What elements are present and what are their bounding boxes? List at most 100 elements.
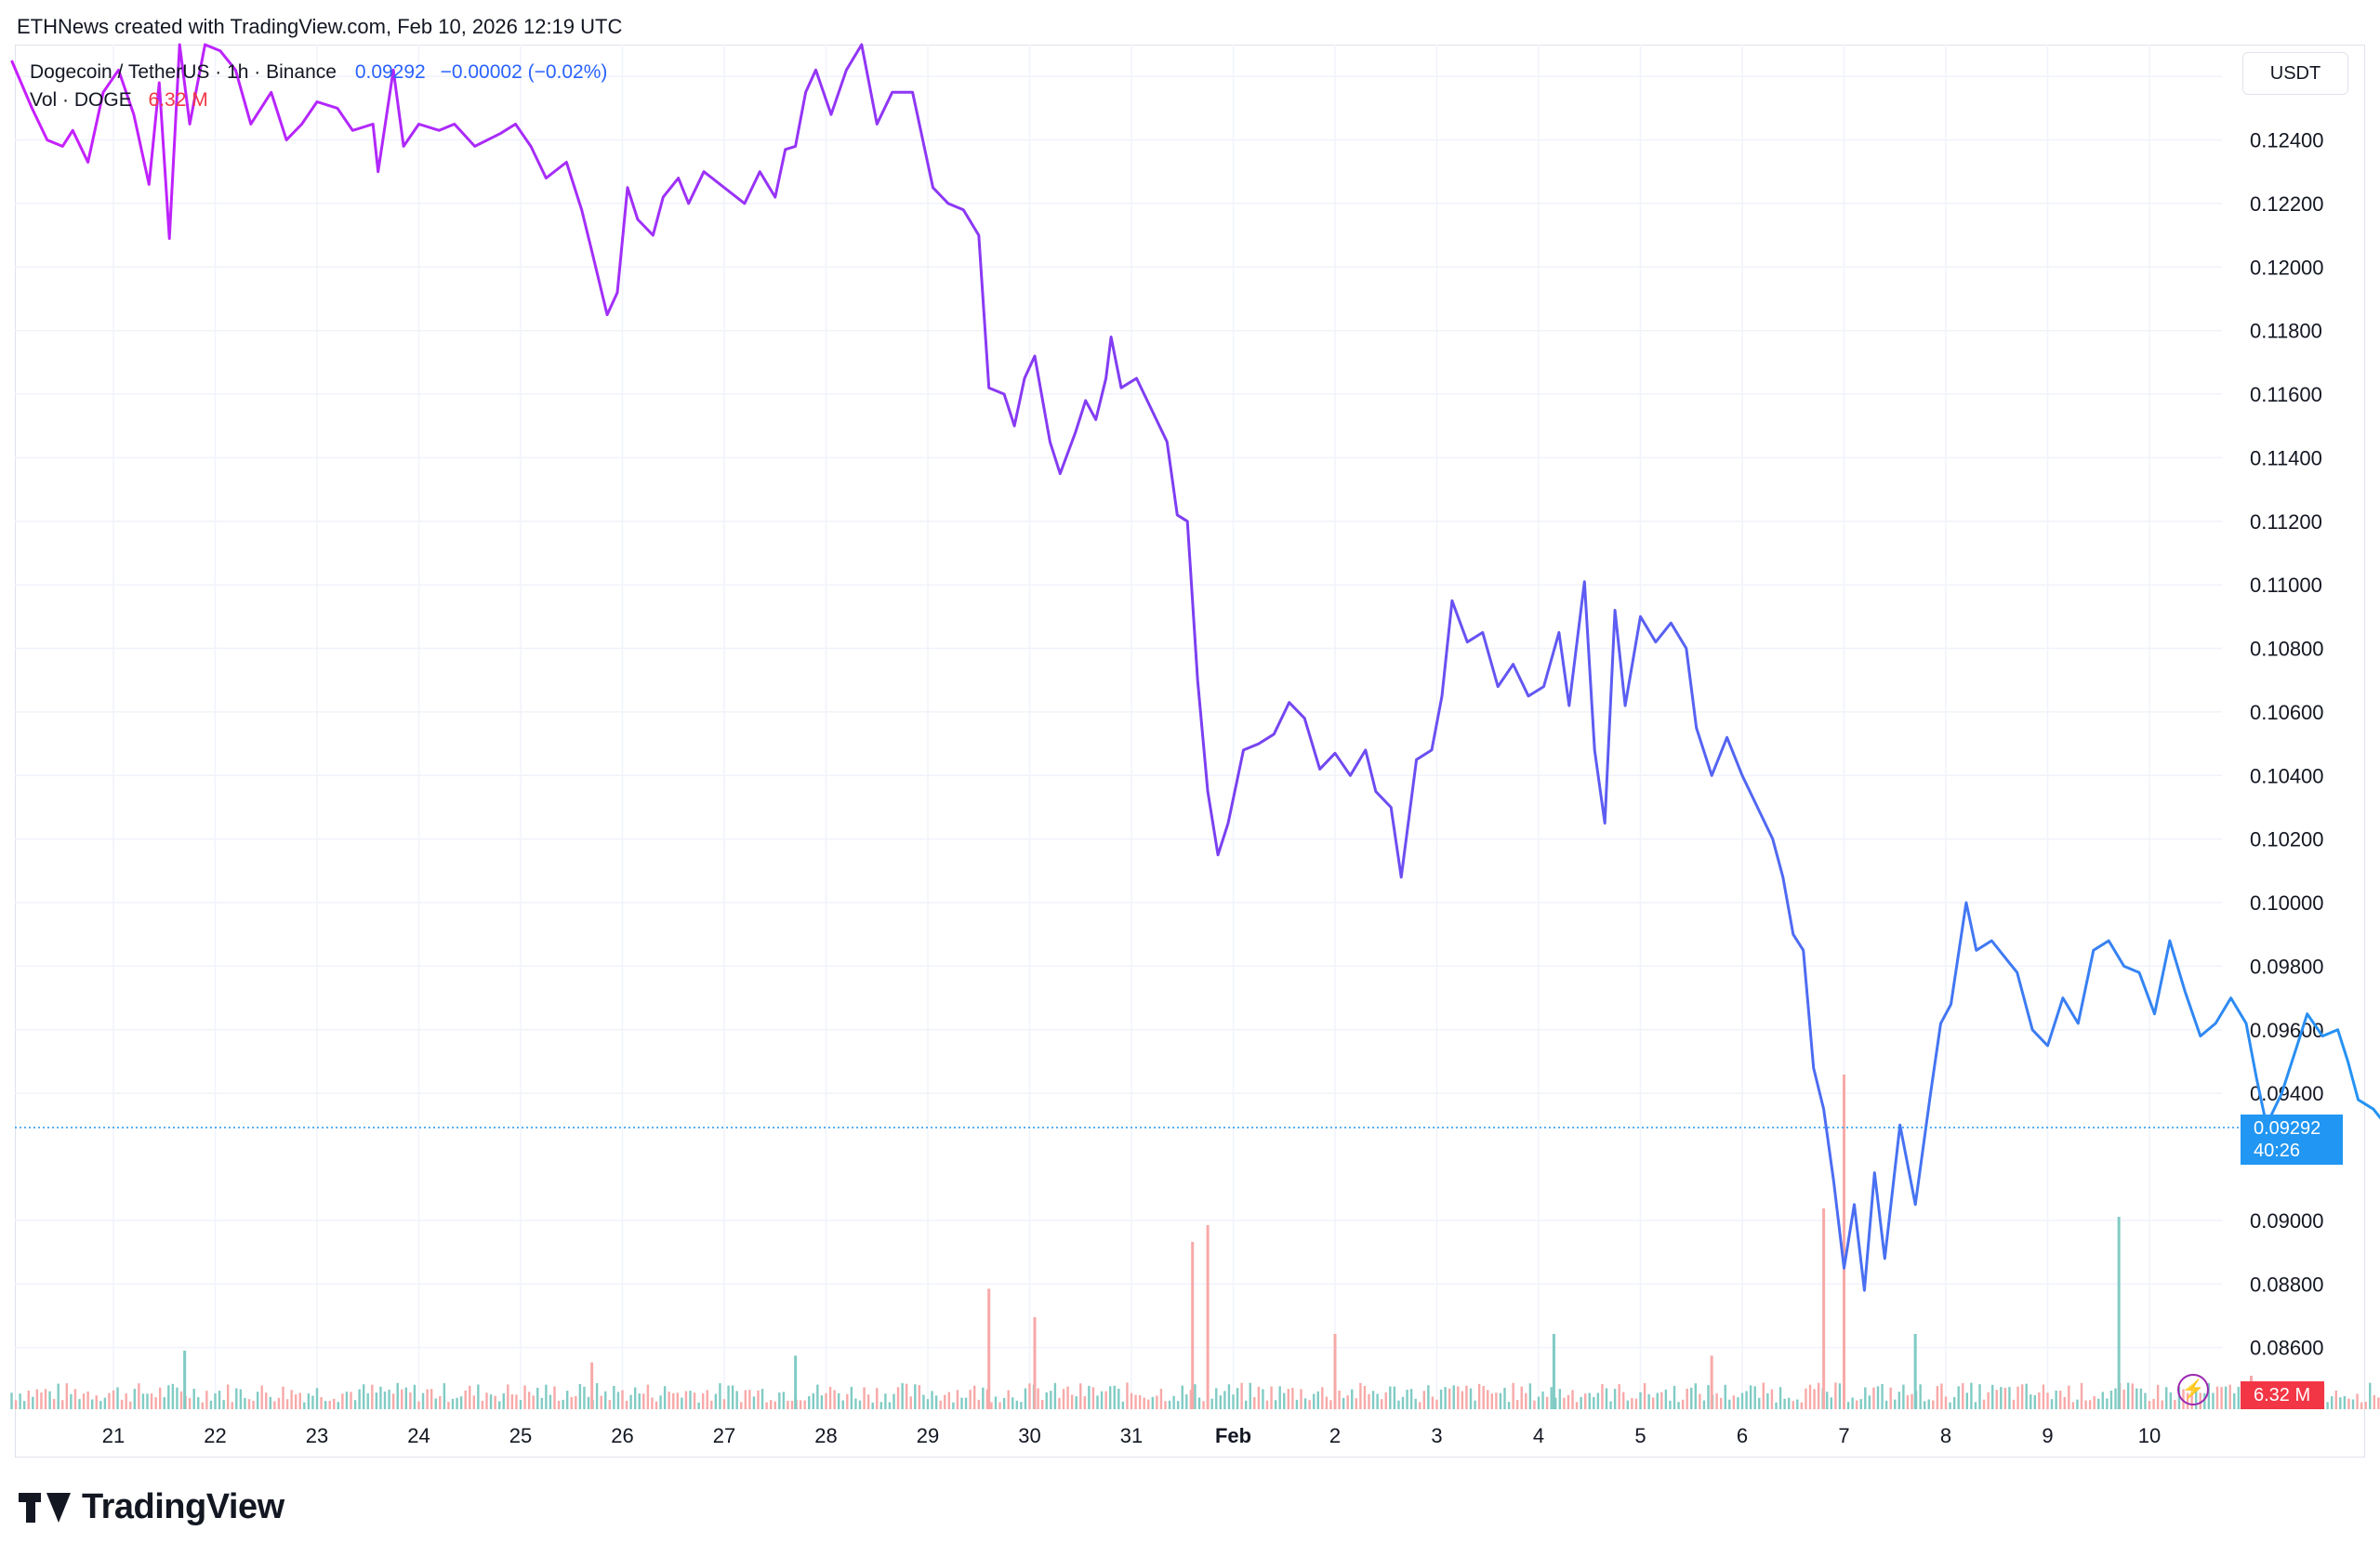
volume-bar — [519, 1400, 522, 1409]
volume-bar — [90, 1399, 94, 1409]
volume-bar — [1872, 1387, 1875, 1409]
volume-bar — [2016, 1386, 2019, 1409]
volume-bar — [315, 1388, 319, 1409]
volume-bar — [1452, 1385, 1455, 1409]
volume-bar — [269, 1396, 272, 1409]
volume-bar — [1393, 1386, 1396, 1409]
volume-bar — [311, 1395, 314, 1409]
x-tick-label: 31 — [1120, 1424, 1143, 1447]
volume-bar — [1796, 1399, 1799, 1409]
volume-bar — [646, 1384, 650, 1409]
volume-bar — [244, 1397, 246, 1409]
volume-bar — [1303, 1398, 1307, 1409]
volume-bar — [1605, 1388, 1608, 1409]
volume-bar — [2012, 1399, 2016, 1409]
volume-bar — [616, 1392, 620, 1409]
volume-bar — [2373, 1394, 2376, 1409]
volume-bar — [828, 1386, 832, 1409]
volume-bar — [523, 1385, 526, 1409]
volume-bar — [1291, 1387, 1294, 1409]
bolt-icon[interactable]: ⚡ — [2177, 1374, 2209, 1405]
volume-bar — [1974, 1402, 1977, 1409]
volume-bar — [1156, 1395, 1158, 1409]
volume-bar — [1817, 1382, 1820, 1409]
volume-bar — [285, 1399, 289, 1409]
volume-bar — [1427, 1385, 1430, 1409]
volume-bar — [816, 1384, 819, 1409]
volume-bar — [239, 1389, 243, 1409]
volume-bar — [1949, 1402, 1951, 1409]
volume-bar — [247, 1399, 251, 1409]
volume-bar — [1384, 1392, 1387, 1409]
y-tick-label: 0.11800 — [2250, 320, 2322, 343]
volume-bar — [150, 1393, 153, 1409]
volume-bar — [197, 1397, 200, 1409]
volume-bar — [1283, 1392, 1286, 1409]
volume-bar — [1962, 1383, 1964, 1409]
volume-bar — [1287, 1389, 1290, 1409]
volume-bar — [1270, 1386, 1273, 1409]
volume-bar — [1227, 1384, 1231, 1409]
volume-legend: Vol · DOGE 6.32 M — [30, 89, 208, 112]
volume-bar — [125, 1393, 127, 1409]
volume-bar — [485, 1392, 488, 1409]
volume-bar — [324, 1401, 327, 1409]
volume-bar — [625, 1400, 628, 1409]
volume-bar — [1278, 1386, 1281, 1409]
y-tick-label: 0.11400 — [2250, 446, 2322, 469]
currency-unit-button[interactable]: USDT — [2242, 52, 2348, 95]
volume-bar — [1024, 1388, 1027, 1409]
volume-bar — [1699, 1393, 1701, 1409]
volume-bar — [218, 1391, 221, 1409]
y-tick-label: 0.09000 — [2250, 1209, 2324, 1233]
volume-bar — [578, 1383, 582, 1409]
volume-bar — [1482, 1386, 1485, 1409]
volume-bar — [1834, 1382, 1837, 1409]
volume-bar — [1881, 1383, 1884, 1409]
volume-bar — [668, 1392, 670, 1409]
chart-frame[interactable] — [15, 45, 2365, 1458]
volume-bar — [1096, 1395, 1099, 1409]
volume-bar — [1325, 1396, 1329, 1409]
volume-bar — [799, 1400, 802, 1409]
volume-bar — [748, 1390, 751, 1409]
volume-bar — [2003, 1388, 2007, 1409]
volume-bar — [2330, 1396, 2334, 1409]
volume-bar — [430, 1389, 433, 1409]
volume-bar — [866, 1394, 870, 1409]
volume-bar — [1474, 1400, 1476, 1409]
volume-bar — [391, 1393, 395, 1409]
volume-bar — [456, 1397, 458, 1409]
volume-bar — [1673, 1385, 1676, 1409]
symbol-legend: Dogecoin / TetherUS · 1h · Binance 0.092… — [30, 61, 607, 84]
volume-bar — [188, 1398, 192, 1409]
x-tick-label: 26 — [611, 1424, 633, 1447]
volume-bar — [1889, 1387, 1892, 1409]
volume-bar — [298, 1392, 301, 1409]
volume-bar — [443, 1383, 446, 1409]
x-tick-label: 24 — [407, 1424, 430, 1447]
volume-bar — [1164, 1401, 1167, 1409]
volume-bar — [1618, 1384, 1620, 1409]
volume-bar — [1346, 1395, 1349, 1409]
volume-bar — [1040, 1399, 1044, 1409]
volume-bar — [863, 1387, 866, 1409]
volume-bar — [663, 1386, 667, 1409]
volume-bar — [1274, 1400, 1277, 1409]
volume-bar — [1558, 1389, 1562, 1409]
volume-bar — [417, 1401, 420, 1409]
volume-bar — [1113, 1385, 1116, 1409]
x-tick-label: 22 — [204, 1424, 226, 1447]
volume-bar — [1669, 1400, 1672, 1409]
volume-bar — [1944, 1396, 1948, 1409]
volume-bar — [1737, 1397, 1739, 1409]
volume-bar — [1681, 1399, 1685, 1409]
volume-bar — [1715, 1392, 1718, 1409]
volume-bar — [1593, 1396, 1595, 1409]
volume-bar — [2068, 1385, 2070, 1409]
volume-bar — [1363, 1385, 1367, 1409]
volume-bar — [1050, 1391, 1052, 1409]
volume-bar — [337, 1402, 340, 1409]
volume-bar-highlight — [794, 1355, 798, 1409]
